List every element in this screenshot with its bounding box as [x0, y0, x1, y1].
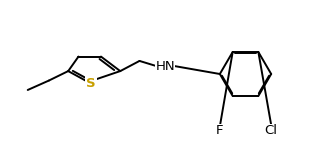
Text: F: F: [216, 124, 224, 137]
Text: HN: HN: [156, 59, 175, 73]
Text: S: S: [86, 77, 96, 90]
Text: Cl: Cl: [265, 124, 278, 137]
